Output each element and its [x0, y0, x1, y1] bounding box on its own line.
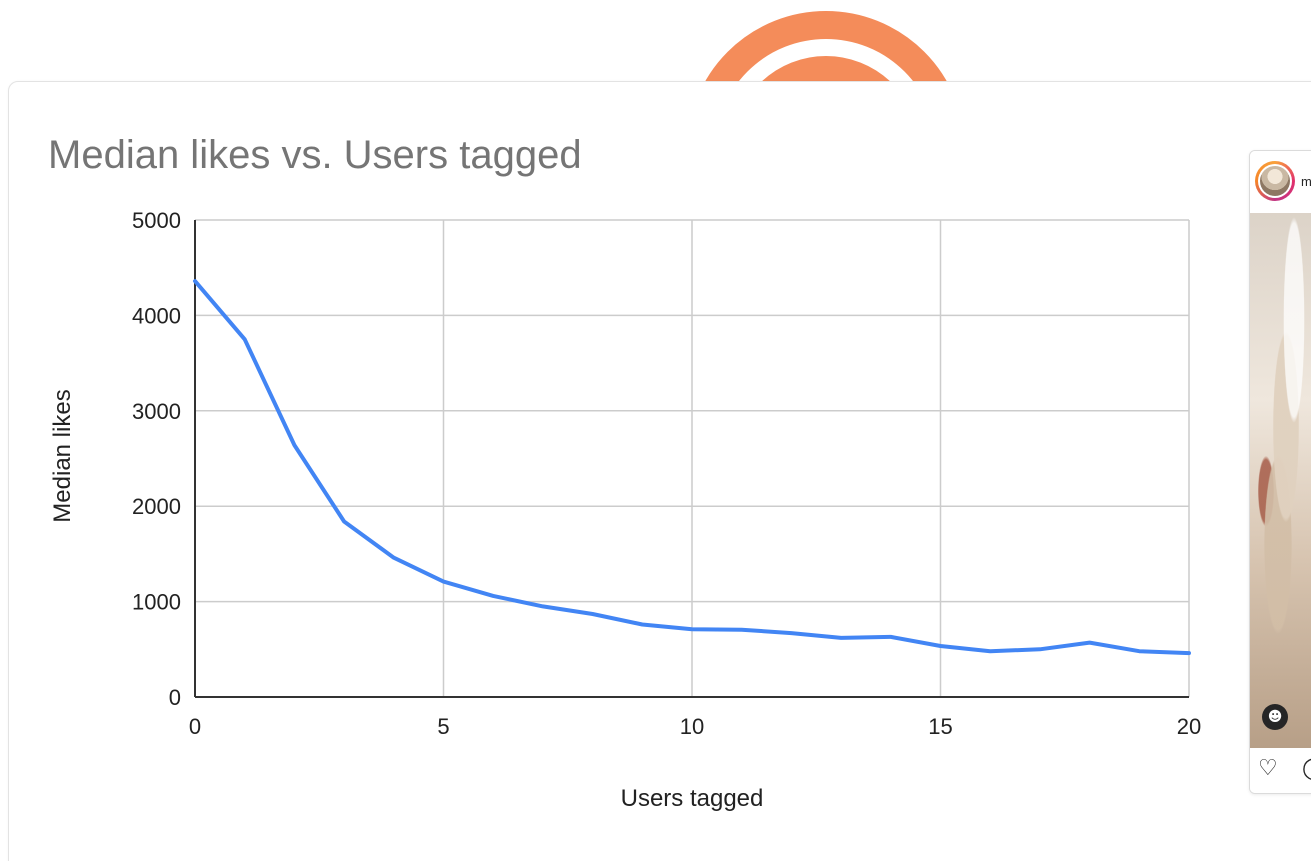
chart-title: Median likes vs. Users tagged	[48, 133, 582, 177]
y-tick-label: 2000	[132, 494, 181, 519]
series-line	[193, 279, 1191, 656]
heart-icon[interactable]: ♡	[1258, 756, 1278, 781]
x-tick-label: 0	[189, 714, 201, 739]
y-tick-label: 4000	[132, 303, 181, 328]
post-image[interactable]	[1250, 213, 1311, 748]
chart-grid	[195, 219, 1190, 697]
x-tick-label: 5	[437, 714, 449, 739]
chart-series	[193, 279, 1191, 656]
post-actions: ♡ ◯	[1250, 748, 1311, 793]
person-icon[interactable]: ☻	[1262, 704, 1288, 730]
comment-icon[interactable]: ◯	[1302, 758, 1311, 780]
x-tick-label: 15	[928, 714, 952, 739]
y-tick-label: 1000	[132, 590, 181, 615]
chart-card	[8, 81, 1311, 861]
x-tick-label: 20	[1177, 714, 1201, 739]
post-username[interactable]: m	[1301, 174, 1311, 189]
post-header: m	[1250, 151, 1311, 213]
chart-axes	[194, 220, 1189, 698]
y-axis-label: Median likes	[49, 389, 76, 522]
instagram-post-preview[interactable]: m ☻ ♡ ◯	[1249, 150, 1311, 794]
x-axis-label: Users tagged	[621, 785, 764, 812]
avatar[interactable]	[1255, 161, 1295, 201]
y-tick-label: 0	[169, 685, 181, 710]
avatar-frame	[1258, 164, 1292, 198]
y-tick-label: 5000	[132, 208, 181, 233]
x-tick-label: 10	[680, 714, 704, 739]
line-chart: 0 1000 2000 3000 4000 5000 0 5 10 15 20 Users tagg…	[49, 208, 1201, 812]
avatar-photo	[1260, 166, 1290, 196]
y-tick-label: 3000	[132, 399, 181, 424]
chart-tick-labels: 0 1000 2000 3000 4000 5000 0 5 10 15 20	[132, 208, 1201, 739]
